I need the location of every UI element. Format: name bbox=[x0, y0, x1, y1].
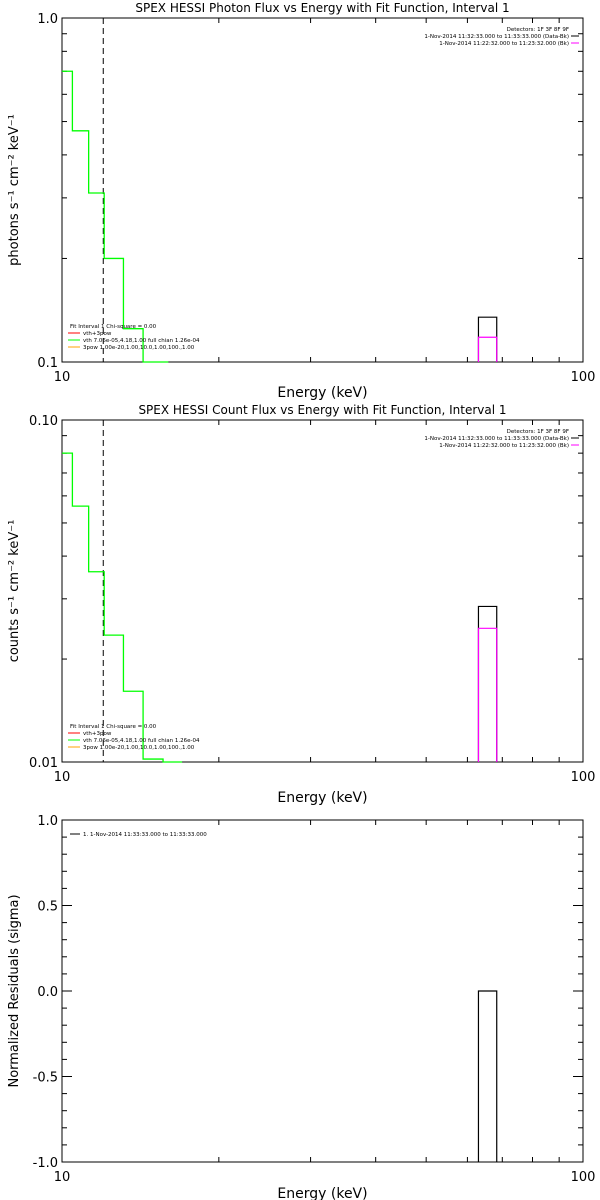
plot1-y-tick-label: 0.1 bbox=[37, 356, 58, 371]
plot2-title: SPEX HESSI Count Flux vs Energy with Fit… bbox=[138, 403, 506, 417]
plot1-x-axis-label: Energy (keV) bbox=[277, 385, 367, 401]
plot1-legend-entry: vth 7.06e-05,4.18,1.00 full chian 1.26e-… bbox=[83, 338, 200, 344]
plot1-bar-bk bbox=[477, 336, 498, 362]
plot3-y-tick-label: -0.5 bbox=[33, 1071, 58, 1086]
plot1-legend-entry: Detectors: 1F 3F 8F 9F bbox=[507, 27, 569, 33]
plot1-bar-data-bk bbox=[477, 316, 498, 362]
plot3-y-axis-label: Normalized Residuals (sigma) bbox=[7, 894, 22, 1087]
plot3-x-tick-label: 10 bbox=[54, 1170, 71, 1185]
plot2-y-tick-label: 0.01 bbox=[29, 756, 58, 771]
plot2-legend-entry: vth 7.06e-05,4.18,1.00 full chian 1.26e-… bbox=[83, 738, 200, 744]
plot1-legend-entry: 1-Nov-2014 11:32:33.000 to 11:33:33.000 … bbox=[424, 34, 569, 40]
plot2-x-axis-label: Energy (keV) bbox=[277, 790, 367, 806]
plot1-series-vth-3pow bbox=[62, 70, 169, 363]
plot1-x-tick-label: 10 bbox=[54, 370, 71, 385]
plot2-x-tick-label: 100 bbox=[571, 770, 596, 785]
plot1-title: SPEX HESSI Photon Flux vs Energy with Fi… bbox=[135, 1, 509, 15]
plot2-legend-entry: vth+3pow bbox=[83, 731, 112, 737]
plot1-x-tick-label: 100 bbox=[571, 370, 596, 385]
plot3-legend-entry: 1. 1-Nov-2014 11:33:33.000 to 11:33:33.0… bbox=[83, 832, 207, 838]
plot1-y-axis-label: photons s⁻¹ cm⁻² keV⁻¹ bbox=[7, 114, 22, 266]
plot2-legend-entry: 1-Nov-2014 11:32:33.000 to 11:33:33.000 … bbox=[424, 436, 569, 442]
plot3-frame bbox=[61, 819, 584, 1163]
plot3-x-axis-label: Energy (keV) bbox=[277, 1186, 367, 1200]
plot1-legend-entry: 1-Nov-2014 11:22:32.000 to 11:23:32.000 … bbox=[439, 41, 569, 47]
plot1-frame bbox=[61, 17, 584, 363]
plot1-legend-entry: Fit Interval 1 Chi-square = 0.00 bbox=[70, 324, 157, 330]
plot3-y-tick-label: -1.0 bbox=[33, 1156, 58, 1171]
plot2-y-axis-label: counts s⁻¹ cm⁻² keV⁻¹ bbox=[7, 520, 22, 663]
plot2-bar-data-bk bbox=[477, 605, 498, 762]
plot2-legend-entry: Detectors: 1F 3F 8F 9F bbox=[507, 429, 569, 435]
plot1-legend-entry: 3pow 1.00e-20,1.00,10.0,1.00,100.,1.00 bbox=[83, 345, 195, 351]
plot3-bar-residual bbox=[477, 990, 498, 1162]
plot3-y-tick-label: 0.5 bbox=[37, 900, 58, 915]
plot2-frame bbox=[61, 419, 584, 763]
plot2-legend-entry: 1-Nov-2014 11:22:32.000 to 11:23:32.000 … bbox=[439, 443, 569, 449]
plot1-legend-entry: vth+3pow bbox=[83, 331, 112, 337]
plot2-bar-bk bbox=[477, 627, 498, 762]
plot2-legend-entry: Fit Interval 1 Chi-square = 0.00 bbox=[70, 724, 157, 730]
plot1-y-tick-label: 1.0 bbox=[37, 12, 58, 27]
plot3-y-tick-label: 1.0 bbox=[37, 814, 58, 829]
plot2-series-vth-3pow bbox=[62, 452, 183, 763]
plot2-legend-entry: 3pow 1.00e-20,1.00,10.0,1.00,100.,1.00 bbox=[83, 745, 195, 751]
plot2-x-tick-label: 10 bbox=[54, 770, 71, 785]
plot2-y-tick-label: 0.10 bbox=[29, 414, 58, 429]
plot3-y-tick-label: 0.0 bbox=[37, 985, 58, 1000]
plot3-x-tick-label: 100 bbox=[571, 1170, 596, 1185]
